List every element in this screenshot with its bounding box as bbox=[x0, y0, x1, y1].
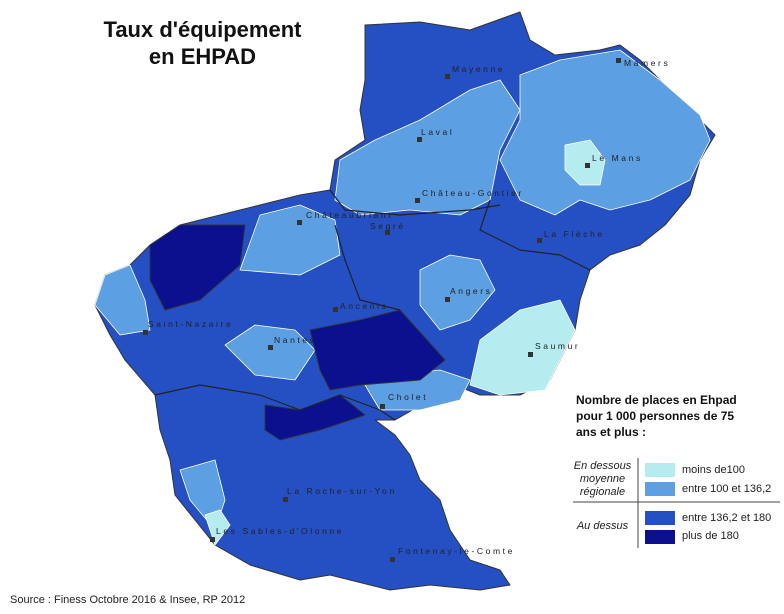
city-label: Château-Gontier bbox=[422, 188, 524, 198]
city-label: Laval bbox=[421, 127, 454, 137]
legend-swatch bbox=[645, 463, 675, 477]
city-label: La Flèche bbox=[544, 229, 605, 239]
zone-saint-nazaire bbox=[94, 264, 151, 336]
zone-chateaubriant bbox=[239, 204, 341, 276]
city-label: Châteaubriant bbox=[306, 210, 393, 220]
legend-label: entre 100 et 136,2 bbox=[682, 483, 772, 495]
legend-above-label: Au dessus bbox=[576, 520, 629, 532]
legend-swatch bbox=[645, 482, 675, 496]
city-label: Angers bbox=[450, 286, 493, 296]
department-border bbox=[334, 224, 401, 311]
legend-title: Nombre de places en Ehpad pour 1 000 per… bbox=[576, 393, 737, 439]
legend-label: entre 136,2 et 180 bbox=[682, 512, 772, 524]
legend-label: plus de 180 bbox=[682, 530, 739, 542]
zone-saumur bbox=[469, 299, 576, 396]
city-label: Fontenay-le-Comte bbox=[398, 546, 515, 556]
zone-angers bbox=[419, 254, 496, 331]
city-label: Les Sables-d'Olonne bbox=[216, 526, 344, 536]
legend-dividers bbox=[573, 458, 780, 548]
city-label: La Roche-sur-Yon bbox=[287, 486, 397, 496]
zone-le-mans bbox=[564, 139, 606, 186]
department-border bbox=[154, 384, 396, 421]
city-markers bbox=[143, 58, 621, 562]
city-label: Mayenne bbox=[452, 64, 505, 74]
city-label: Le Mans bbox=[592, 153, 643, 163]
source-note: Source : Finess Octobre 2016 & Insee, RP… bbox=[10, 594, 246, 606]
city-label: Ancenis bbox=[340, 301, 388, 311]
map-title: Taux d'équipement en EHPAD bbox=[103, 17, 302, 69]
city-label: Segré bbox=[370, 221, 406, 231]
city-labels: Mayenne Mamers Laval Le Mans Château-Gon… bbox=[148, 58, 670, 556]
city-label: Nantes bbox=[274, 335, 317, 345]
department-border bbox=[479, 199, 591, 271]
city-label: Saumur bbox=[535, 341, 580, 351]
legend-label: moins de100 bbox=[682, 464, 745, 476]
zone-center bbox=[309, 309, 446, 391]
legend-swatch bbox=[645, 530, 675, 544]
legend-below-label: En dessous moyenne régionale bbox=[573, 460, 632, 498]
zone-sables-city bbox=[204, 509, 231, 546]
city-label: Cholet bbox=[388, 392, 428, 402]
legend-swatch bbox=[645, 511, 675, 525]
city-label: Mamers bbox=[624, 58, 670, 68]
zone-mamers bbox=[499, 49, 711, 216]
department-border bbox=[329, 189, 501, 216]
city-label: Saint-Nazaire bbox=[148, 319, 233, 329]
zone-northwest bbox=[149, 224, 246, 311]
